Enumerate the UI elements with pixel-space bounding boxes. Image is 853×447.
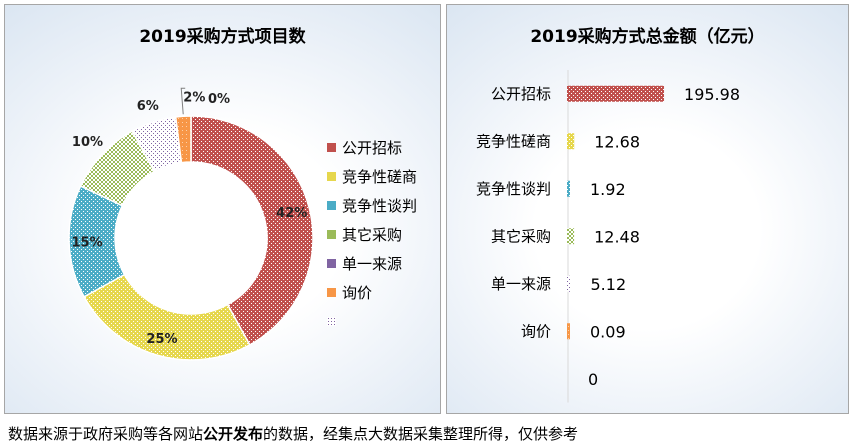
bar-category-gongkai-zhaobiao: 公开招标 (491, 85, 551, 103)
donut-label-jingzheng-tanpan: 15% (71, 235, 102, 250)
bar-category-jingzheng-tanpan: 竞争性谈判 (476, 180, 551, 198)
legend-label-jingzheng-cuoshang: 竞争性磋商 (342, 168, 418, 186)
legend-label-danyi-laiyuan: 单一来源 (342, 255, 403, 273)
bar-value-qita-caigou: 12.48 (594, 227, 640, 246)
bar-value-blank: 0 (588, 370, 598, 389)
legend-item-blank (327, 307, 417, 336)
legend-swatch-gongkai-zhaobiao (327, 143, 336, 152)
footnote-suffix: 的数据，经集点大数据采集整理所得，仅供参考 (263, 425, 579, 443)
legend-swatch-danyi-laiyuan (327, 259, 336, 268)
legend-item-gongkai-zhaobiao: 公开招标 (327, 133, 417, 162)
legend-item-xunjia: 询价 (327, 278, 417, 307)
bar-danyi-laiyuan (567, 275, 571, 292)
legend-label-xunjia: 询价 (342, 284, 373, 302)
bar-category-danyi-laiyuan: 单一来源 (491, 275, 551, 293)
bar-qita-caigou (567, 228, 575, 245)
bar-category-jingzheng-cuoshang: 竞争性磋商 (476, 132, 551, 150)
legend-item-jingzheng-tanpan: 竞争性谈判 (327, 191, 417, 220)
donut-chart-panel: 2019采购方式项目数 42% 25% 15% 10% 6% 2% 0% 公开招标竞争性磋商… (4, 4, 441, 414)
bar-chart-title: 2019采购方式总金额（亿元） (530, 27, 765, 47)
footnote-bold: 公开发布 (203, 425, 264, 443)
legend-label-qita-caigou: 其它采购 (342, 226, 403, 244)
legend-swatch-xunjia (327, 288, 336, 297)
source-footnote: 数据来源于政府采购等各网站公开发布的数据，经集点大数据采集整理所得，仅供参考 (8, 423, 578, 444)
bar-value-jingzheng-tanpan: 1.92 (590, 180, 626, 199)
bar-jingzheng-cuoshang (567, 133, 575, 150)
bar-value-jingzheng-cuoshang: 12.68 (594, 132, 640, 151)
bar-value-gongkai-zhaobiao: 195.98 (684, 85, 740, 104)
donut-chart: 42% 25% 15% 10% 6% 2% 0% (68, 87, 314, 361)
donut-label-qita-caigou: 10% (72, 135, 103, 150)
donut-leader-line (180, 87, 186, 115)
legend-item-danyi-laiyuan: 单一来源 (327, 249, 417, 278)
donut-slice-jingzheng-cuoshang (83, 273, 251, 361)
donut-label-gongkai-zhaobiao: 42% (276, 206, 307, 221)
legend-label-gongkai-zhaobiao: 公开招标 (342, 139, 403, 157)
legend-swatch-blank (327, 317, 336, 326)
bar-value-xunjia: 0.09 (590, 322, 626, 341)
legend-swatch-jingzheng-tanpan (327, 201, 336, 210)
legend-item-jingzheng-cuoshang: 竞争性磋商 (327, 162, 417, 191)
donut-label-jingzheng-cuoshang: 25% (146, 332, 177, 347)
bar-value-danyi-laiyuan: 5.12 (591, 275, 627, 294)
bar-category-qita-caigou: 其它采购 (491, 227, 551, 245)
donut-label-blank: 0% (208, 92, 230, 107)
donut-label-xunjia: 2% (183, 90, 205, 105)
legend-label-jingzheng-tanpan: 竞争性谈判 (342, 197, 418, 215)
donut-slice-gongkai-zhaobiao (190, 115, 314, 346)
legend-item-qita-caigou: 其它采购 (327, 220, 417, 249)
bar-chart-panel: 2019采购方式总金额（亿元） 公开招标 195.98 竞争性磋商 12.68 竞争性谈… (446, 4, 849, 414)
bar-jingzheng-tanpan (567, 180, 570, 197)
bar-chart: 公开招标 195.98 竞争性磋商 12.68 竞争性谈判 1.92 其它采购 12.48 单一… (476, 70, 740, 403)
donut-chart-title: 2019采购方式项目数 (139, 27, 306, 47)
donut-slice-xunjia (174, 115, 192, 164)
donut-label-danyi-laiyuan: 6% (137, 99, 159, 114)
bar-gongkai-zhaobiao (567, 85, 665, 102)
bar-xunjia (567, 323, 570, 340)
donut-legend: 公开招标竞争性磋商竞争性谈判其它采购单一来源询价 (327, 133, 417, 336)
legend-swatch-qita-caigou (327, 230, 336, 239)
footnote-prefix: 数据来源于政府采购等各网站 (8, 425, 204, 443)
legend-swatch-jingzheng-cuoshang (327, 172, 336, 181)
bar-category-xunjia: 询价 (521, 322, 551, 340)
